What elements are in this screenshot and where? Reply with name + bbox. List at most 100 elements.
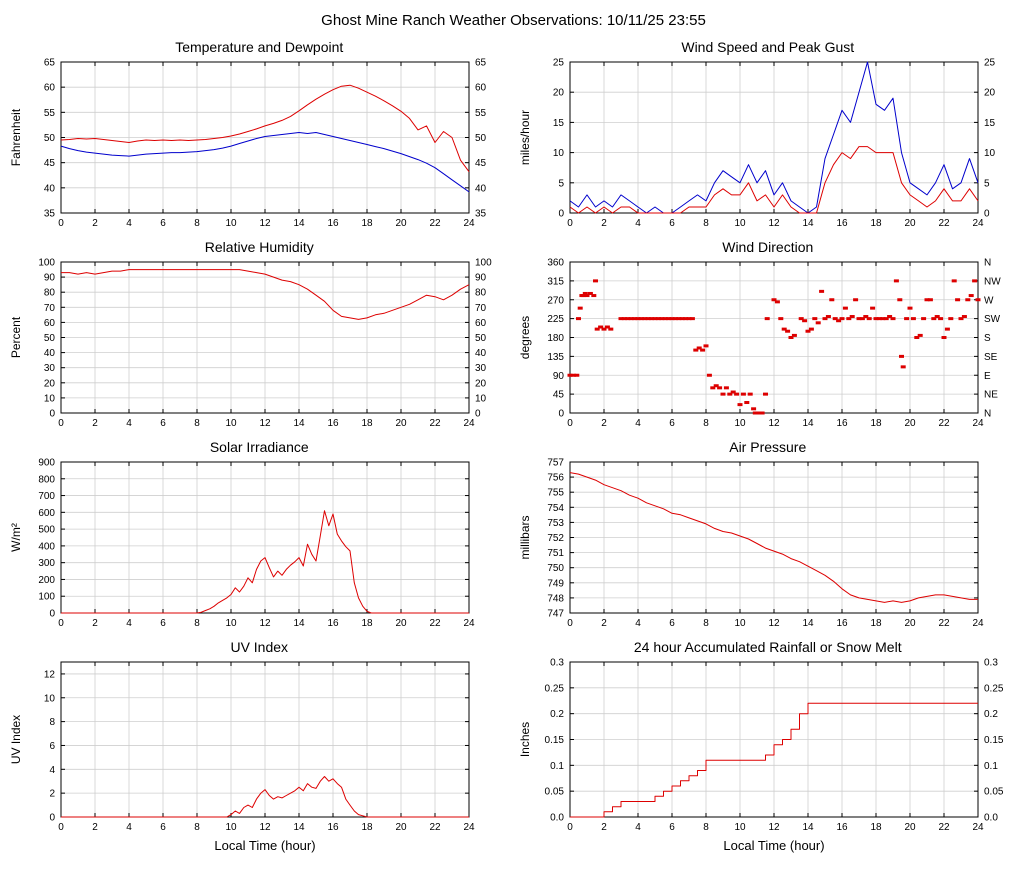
svg-text:0.0: 0.0 bbox=[984, 813, 998, 824]
svg-text:0: 0 bbox=[567, 618, 573, 629]
svg-text:750: 750 bbox=[547, 563, 564, 574]
svg-text:20: 20 bbox=[475, 378, 487, 389]
svg-text:14: 14 bbox=[294, 418, 306, 429]
svg-text:16: 16 bbox=[328, 618, 340, 629]
svg-text:18: 18 bbox=[362, 618, 374, 629]
svg-text:270: 270 bbox=[547, 295, 564, 306]
svg-text:0: 0 bbox=[50, 409, 56, 420]
svg-text:8: 8 bbox=[194, 418, 200, 429]
svg-text:70: 70 bbox=[44, 303, 56, 314]
svg-text:0.3: 0.3 bbox=[984, 658, 998, 669]
svg-text:SE: SE bbox=[984, 352, 998, 363]
svg-text:800: 800 bbox=[39, 474, 56, 485]
svg-text:degrees: degrees bbox=[518, 316, 532, 359]
solar-irradiance-plot: 0 2 4 6 8 10 12 14 16 18 20 22 240100200300400500600… bbox=[9, 458, 475, 630]
svg-text:45: 45 bbox=[475, 158, 487, 169]
chart-title-uv-index: UV Index bbox=[230, 639, 289, 655]
svg-text:60: 60 bbox=[44, 318, 56, 329]
svg-text:0: 0 bbox=[50, 609, 56, 620]
svg-text:20: 20 bbox=[396, 218, 408, 229]
svg-text:22: 22 bbox=[430, 218, 442, 229]
svg-text:2: 2 bbox=[601, 418, 607, 429]
svg-text:40: 40 bbox=[475, 183, 487, 194]
svg-text:10: 10 bbox=[226, 418, 238, 429]
svg-text:0: 0 bbox=[567, 822, 573, 833]
svg-text:65: 65 bbox=[44, 58, 56, 69]
svg-text:14: 14 bbox=[802, 618, 814, 629]
svg-text:Fahrenheit: Fahrenheit bbox=[9, 108, 23, 166]
svg-text:UV Index: UV Index bbox=[9, 715, 23, 764]
svg-text:S: S bbox=[984, 333, 991, 344]
svg-text:25: 25 bbox=[553, 58, 565, 69]
svg-text:24: 24 bbox=[464, 822, 476, 833]
svg-text:0.15: 0.15 bbox=[544, 735, 564, 746]
svg-text:0.25: 0.25 bbox=[984, 683, 1004, 694]
svg-text:600: 600 bbox=[39, 508, 56, 519]
svg-text:100: 100 bbox=[39, 592, 56, 603]
svg-text:2: 2 bbox=[92, 618, 98, 629]
svg-text:2: 2 bbox=[601, 822, 607, 833]
svg-text:4: 4 bbox=[635, 822, 641, 833]
svg-text:0.05: 0.05 bbox=[984, 787, 1004, 798]
svg-text:22: 22 bbox=[430, 418, 442, 429]
svg-text:20: 20 bbox=[553, 88, 565, 99]
svg-text:W/m²: W/m² bbox=[9, 523, 23, 552]
svg-text:10: 10 bbox=[734, 618, 746, 629]
svg-text:E: E bbox=[984, 371, 991, 382]
chart-uv-index: UV Index 0 2 4 6 8 10 12 14 16 18 20 22 24 0 2 4 6 8 10 12 U… bbox=[8, 633, 511, 855]
svg-text:50: 50 bbox=[44, 133, 56, 144]
svg-text:W: W bbox=[984, 295, 994, 306]
svg-text:22: 22 bbox=[938, 822, 950, 833]
svg-text:2: 2 bbox=[50, 789, 56, 800]
svg-text:90: 90 bbox=[475, 273, 487, 284]
svg-text:10: 10 bbox=[475, 393, 487, 404]
svg-text:16: 16 bbox=[328, 822, 340, 833]
svg-text:0.0: 0.0 bbox=[550, 813, 564, 824]
svg-text:8: 8 bbox=[194, 618, 200, 629]
svg-text:35: 35 bbox=[44, 209, 56, 220]
svg-text:20: 20 bbox=[984, 88, 996, 99]
chart-wind-direction: Wind Direction 0 2 4 6 8 10 12 14 16 18 20 22 24 0 N 45… bbox=[517, 233, 1020, 433]
svg-text:6: 6 bbox=[669, 418, 675, 429]
svg-text:40: 40 bbox=[44, 183, 56, 194]
svg-text:2: 2 bbox=[601, 618, 607, 629]
svg-text:45: 45 bbox=[44, 158, 56, 169]
svg-text:0.3: 0.3 bbox=[550, 658, 564, 669]
chart-title-wind-speed-gust: Wind Speed and Peak Gust bbox=[681, 39, 855, 55]
svg-text:NE: NE bbox=[984, 390, 998, 401]
svg-text:749: 749 bbox=[547, 578, 564, 589]
svg-text:756: 756 bbox=[547, 473, 564, 484]
svg-text:24: 24 bbox=[464, 418, 476, 429]
svg-text:N: N bbox=[984, 258, 991, 269]
svg-text:60: 60 bbox=[475, 83, 487, 94]
svg-text:18: 18 bbox=[362, 418, 374, 429]
svg-text:80: 80 bbox=[44, 288, 56, 299]
svg-text:0: 0 bbox=[58, 418, 64, 429]
svg-text:miles/hour: miles/hour bbox=[518, 110, 532, 165]
svg-text:12: 12 bbox=[44, 669, 56, 680]
svg-text:2: 2 bbox=[92, 218, 98, 229]
svg-text:18: 18 bbox=[870, 418, 882, 429]
svg-text:22: 22 bbox=[430, 822, 442, 833]
svg-text:0.25: 0.25 bbox=[544, 683, 564, 694]
svg-text:0.1: 0.1 bbox=[984, 761, 998, 772]
chart-relative-humidity: Relative Humidity 0 2 4 6 8 10 12 14 16 18 20 22 24 0… bbox=[8, 233, 511, 433]
svg-text:0: 0 bbox=[558, 409, 564, 420]
svg-text:10: 10 bbox=[984, 148, 996, 159]
svg-text:0.2: 0.2 bbox=[984, 709, 998, 720]
svg-text:12: 12 bbox=[768, 218, 780, 229]
svg-text:100: 100 bbox=[39, 258, 56, 269]
svg-text:50: 50 bbox=[475, 333, 487, 344]
svg-text:22: 22 bbox=[938, 618, 950, 629]
svg-text:20: 20 bbox=[904, 218, 916, 229]
svg-text:6: 6 bbox=[160, 618, 166, 629]
svg-text:24: 24 bbox=[464, 218, 476, 229]
svg-text:20: 20 bbox=[904, 418, 916, 429]
svg-text:5: 5 bbox=[984, 178, 990, 189]
svg-text:16: 16 bbox=[836, 618, 848, 629]
svg-text:20: 20 bbox=[396, 618, 408, 629]
svg-text:18: 18 bbox=[870, 618, 882, 629]
svg-text:60: 60 bbox=[475, 318, 487, 329]
svg-text:135: 135 bbox=[547, 352, 564, 363]
